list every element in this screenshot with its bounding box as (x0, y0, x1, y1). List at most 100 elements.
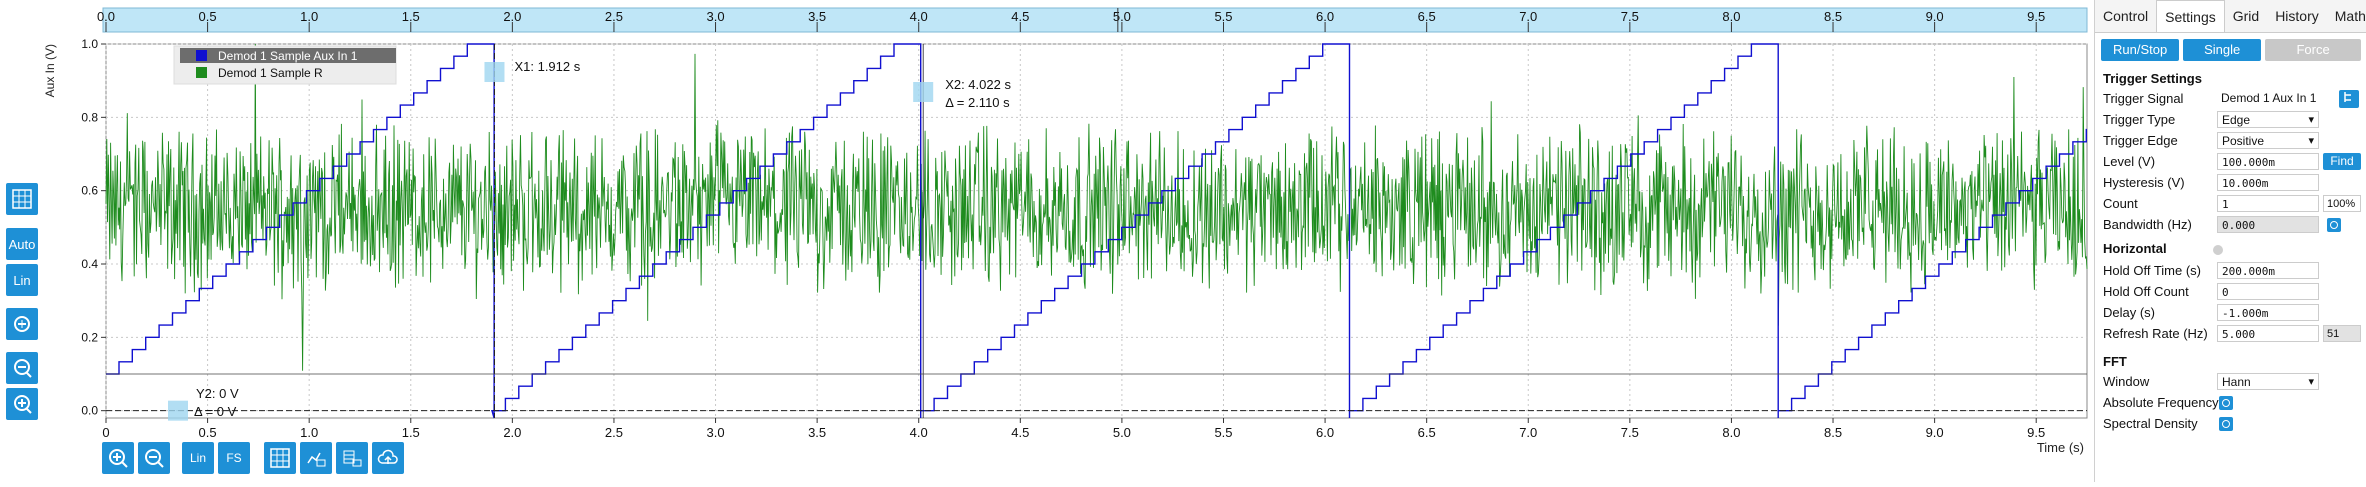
holdoff-count-row: Hold Off Count 0 (2095, 281, 2366, 302)
x-tick-label: 2.0 (503, 425, 521, 440)
x-tick-label: 7.5 (1621, 425, 1639, 440)
delay-input[interactable]: -1.000m (2217, 304, 2319, 321)
y-axis: 1.0 0.8 0.6 0.4 0.2 0.0 (81, 37, 106, 418)
x-tick-label: 1.0 (300, 425, 318, 440)
x-tick-label: 9.0 (1926, 425, 1944, 440)
trigger-signal-row: Trigger Signal Demod 1 Aux In 1 (2095, 88, 2366, 109)
x-tick-label: 4.5 (1011, 425, 1029, 440)
zoom-out-icon (145, 449, 164, 468)
zoom-out-icon (14, 359, 32, 378)
x-tick-label: 3.0 (706, 425, 724, 440)
zoom-out-button[interactable] (6, 352, 38, 384)
top-axis-ticks: 0.0 0.5 1.0 1.5 2.0 2.5 3.0 3.5 4.0 4.5 5.0 5.5 6.0 6… (97, 8, 2045, 32)
zoom-fit-button[interactable] (6, 308, 38, 340)
tab-math[interactable]: Math (2334, 8, 2366, 24)
trigger-type-label: Trigger Type (2103, 112, 2176, 127)
y-axis-label: Aux In (V) (44, 44, 57, 97)
scope-plot[interactable]: 0.0 0.5 1.0 1.5 2.0 2.5 3.0 3.5 4.0 4.5 5.0 5.5 6.0 6… (43, 0, 2094, 482)
absolute-frequency-toggle[interactable] (2219, 396, 2233, 410)
grid-toggle-button[interactable] (264, 442, 296, 474)
refresh-rate-actual: 51 (2323, 325, 2361, 342)
holdoff-time-label: Hold Off Time (s) (2103, 263, 2202, 278)
legend-swatch-r (196, 67, 207, 78)
top-tick-label: 9.5 (2027, 9, 2045, 24)
window-select[interactable]: Hann (2217, 373, 2319, 391)
y-tick-label: 0.2 (81, 330, 98, 344)
top-tick-label: 3.5 (808, 9, 826, 24)
bandwidth-input[interactable]: 0.000 (2217, 216, 2319, 233)
x-axis: 0 0.5 1.0 1.5 2.0 2.5 3.0 3.5 4.0 4.5 5.0 5.5 6.0 6.5… (102, 418, 2045, 440)
top-tick-label: 8.5 (1824, 9, 1842, 24)
horizontal-section: Horizontal (2095, 235, 2366, 260)
count-input[interactable]: 1 (2217, 195, 2319, 212)
spectral-density-label: Spectral Density (2103, 416, 2198, 431)
hysteresis-label: Hysteresis (V) (2103, 175, 2185, 190)
trigger-edge-label: Trigger Edge (2103, 133, 2178, 148)
cursor-y2-handle (168, 400, 188, 421)
level-row: Level (V) 100.000m Find (2095, 151, 2366, 172)
cursor-dx-label: Δ = 2.110 s (945, 95, 1010, 110)
x-tick-label: 6.5 (1418, 425, 1436, 440)
top-tick-label: 6.0 (1316, 9, 1334, 24)
x-tick-label: 7.0 (1519, 425, 1537, 440)
holdoff-count-label: Hold Off Count (2103, 284, 2189, 299)
cursor-y2-label: Y2: 0 V (196, 386, 239, 401)
tab-settings[interactable]: Settings (2156, 0, 2225, 32)
y-tick-label: 0.6 (81, 184, 98, 198)
auto-scale-button[interactable]: Auto (6, 228, 38, 260)
trigger-type-select[interactable]: Edge (2217, 111, 2319, 129)
holdoff-count-input[interactable]: 0 (2217, 283, 2319, 300)
cursor-x1-label: X1: 1.912 s (514, 59, 580, 74)
plot-area[interactable]: 0.0 0.5 1.0 1.5 2.0 2.5 3.0 3.5 4.0 4.5 5.0 5.5 6.0 6… (43, 0, 2094, 482)
trigger-edge-select[interactable]: Positive (2217, 132, 2319, 150)
x-zoom-out-button[interactable] (138, 442, 170, 474)
zoom-in-button[interactable] (6, 388, 38, 420)
grid-layout-button[interactable] (6, 183, 38, 215)
find-button[interactable]: Find (2323, 153, 2361, 170)
x-lin-button[interactable]: Lin (182, 442, 214, 474)
lin-scale-button[interactable]: Lin (6, 264, 38, 296)
horizontal-indicator (2213, 245, 2223, 255)
grid-icon (12, 189, 32, 209)
save-data-button[interactable] (336, 442, 368, 474)
hysteresis-input[interactable]: 10.000m (2217, 174, 2319, 191)
force-button[interactable]: Force (2265, 39, 2361, 61)
cursor-x2-handle (913, 82, 934, 102)
bandwidth-toggle[interactable] (2327, 218, 2341, 232)
trigger-signal-value[interactable]: Demod 1 Aux In 1 (2217, 90, 2333, 107)
trigger-signal-select-button[interactable] (2339, 90, 2359, 108)
top-tick-label: 3.0 (706, 9, 724, 24)
x-zoom-in-button[interactable] (102, 442, 134, 474)
save-plot-button[interactable] (300, 442, 332, 474)
x-tick-label: 5.0 (1113, 425, 1131, 440)
auto-label: Auto (8, 236, 36, 252)
tab-control[interactable]: Control (2103, 8, 2149, 24)
top-tick-label: 1.0 (300, 9, 318, 24)
signal-tree-icon (2344, 92, 2351, 102)
legend[interactable]: Demod 1 Sample Aux In 1 Demod 1 Sample R (173, 45, 397, 85)
spectral-density-row: Spectral Density (2095, 413, 2366, 434)
y-tick-label: 0.8 (81, 110, 98, 124)
absolute-frequency-row: Absolute Frequency (2095, 392, 2366, 413)
x-tick-label: 0.5 (199, 425, 217, 440)
count-label: Count (2103, 196, 2138, 211)
cursors[interactable]: X1: 1.912 s X2: 4.022 s Δ = 2.110 s Y2: 0 V… (106, 44, 2087, 421)
top-axis-bar[interactable] (102, 7, 2088, 33)
traces (105, 43, 2088, 419)
level-label: Level (V) (2103, 154, 2156, 169)
count-percent: 100% (2323, 195, 2361, 212)
x-tick-label: 0 (102, 425, 109, 440)
single-button[interactable]: Single (2183, 39, 2262, 61)
x-tick-label: 3.5 (808, 425, 826, 440)
refresh-rate-input[interactable]: 5.000 (2217, 325, 2319, 342)
spectral-density-toggle[interactable] (2219, 417, 2233, 431)
tab-grid[interactable]: Grid (2232, 8, 2260, 24)
tab-history[interactable]: History (2275, 8, 2319, 24)
trigger-settings-title: Trigger Settings (2103, 71, 2202, 86)
x-fs-button[interactable]: FS (218, 442, 250, 474)
cloud-upload-button[interactable] (372, 442, 404, 474)
holdoff-time-input[interactable]: 200.000m (2217, 262, 2319, 279)
y-tick-label: 0.0 (81, 404, 98, 418)
run-stop-button[interactable]: Run/Stop (2101, 39, 2180, 61)
level-input[interactable]: 100.000m (2217, 153, 2319, 170)
